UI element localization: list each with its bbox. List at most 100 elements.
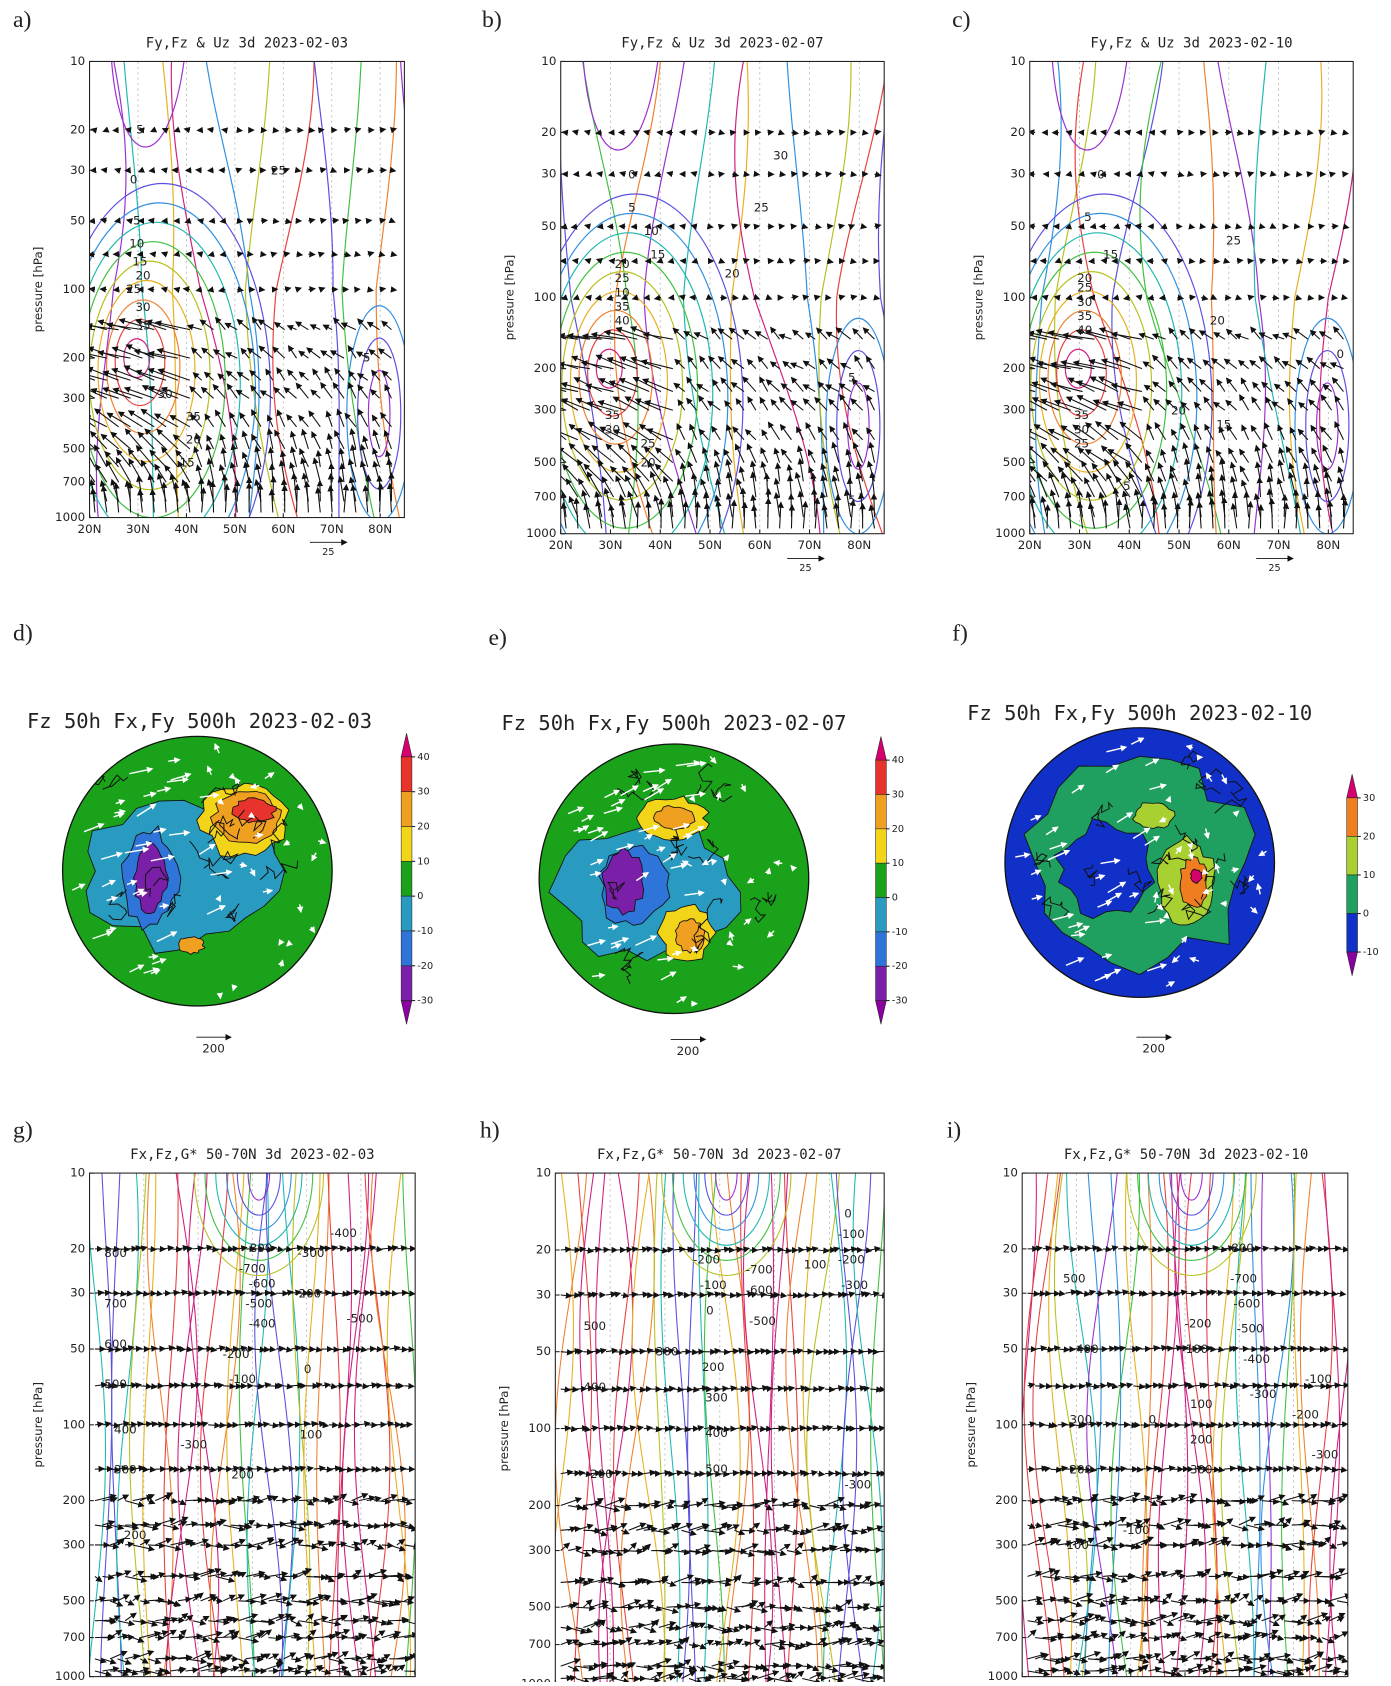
flux-arrow: [1147, 424, 1153, 439]
flux-arrow: [261, 254, 266, 255]
flux-arrow: [372, 415, 379, 426]
flux-arrow: [237, 289, 243, 290]
flux-arrow: [1226, 400, 1237, 410]
flux-arrow: [749, 1578, 760, 1582]
y-axis-label: pressure [hPa]: [964, 1382, 978, 1468]
flux-arrow: [1088, 1601, 1106, 1606]
y-tick-label: 20: [536, 1243, 551, 1257]
flux-arrow: [798, 446, 803, 462]
flux-arrow: [787, 1388, 794, 1389]
flux-arrow: [1337, 1543, 1348, 1545]
flux-arrow: [216, 1468, 223, 1469]
flux-arrow: [1111, 1247, 1118, 1249]
flux-arrow: [1125, 225, 1130, 226]
flux-arrow: [780, 1428, 787, 1429]
flux-arrow: [1201, 1600, 1208, 1601]
flux-arrow: [1035, 1617, 1042, 1621]
colorbar-label: 30: [417, 787, 429, 798]
flux-arrow: [213, 385, 225, 399]
x-tick-label: 20N: [1018, 538, 1042, 552]
flux-arrow: [602, 477, 613, 497]
flux-arrow: [174, 130, 177, 131]
panel-title: Fx,Fz,G* 50-70N 3d 2023-02-03: [130, 1147, 374, 1163]
flux-arrow: [870, 1627, 878, 1628]
flux-arrow: [289, 346, 297, 358]
flux-arrow: [1118, 1601, 1127, 1604]
flux-arrow: [1163, 1500, 1176, 1501]
contour-line: [1289, 61, 1321, 533]
flux-arrow: [1179, 1520, 1191, 1525]
flux-arrow: [253, 1293, 261, 1294]
flux-arrow: [878, 1666, 897, 1669]
y-tick-label: 700: [1003, 490, 1026, 504]
flux-arrow: [1213, 174, 1219, 175]
flux-arrow: [170, 1424, 178, 1425]
flux-arrow: [276, 1601, 292, 1605]
x-tick-label: 20N: [78, 522, 102, 536]
flux-arrow: [681, 1530, 695, 1534]
flux-arrow: [205, 372, 214, 380]
flux-arrow: [201, 1467, 210, 1469]
flux-arrow: [748, 397, 756, 410]
y-tick-label: 200: [63, 1493, 86, 1507]
colorbar-segment: [876, 966, 887, 1000]
flux-arrow: [1049, 430, 1071, 440]
panel-label: a): [13, 7, 31, 33]
y-axis-label: pressure [hPa]: [497, 1386, 511, 1472]
colorbar-label: -20: [417, 961, 433, 972]
flux-arrow: [743, 377, 756, 391]
y-tick-label: 200: [995, 1493, 1018, 1507]
flux-arrow: [1252, 397, 1261, 410]
flux-arrow: [356, 254, 360, 255]
flux-arrow: [712, 1350, 720, 1351]
flux-arrow: [1329, 1469, 1337, 1470]
reference-label: 25: [1268, 563, 1280, 574]
contour-label: 25: [271, 163, 286, 177]
flux-arrow: [1310, 330, 1319, 339]
flux-arrow: [359, 1655, 373, 1659]
flux-arrow: [787, 1551, 801, 1554]
flux-arrow: [697, 502, 698, 528]
contour-label: 500: [583, 1319, 606, 1333]
flux-arrow: [269, 1293, 276, 1294]
contour-label: -300: [1250, 1387, 1277, 1401]
flux-arrow: [704, 1293, 713, 1295]
flux-arrow: [336, 1652, 347, 1659]
flux-arrow: [780, 1544, 790, 1550]
contour-label: 20: [1210, 314, 1225, 328]
contour-label: -500: [1237, 1322, 1264, 1336]
flux-arrow: [368, 289, 373, 290]
flux-arrow: [762, 430, 768, 440]
flux-arrow: [1201, 298, 1207, 299]
flux-arrow: [1239, 361, 1249, 369]
flux-arrow: [1079, 174, 1083, 175]
flux-arrow: [1189, 297, 1195, 298]
flux-arrow: [839, 225, 844, 226]
flux-arrow: [1065, 1621, 1085, 1624]
flux-arrow: [1272, 227, 1275, 229]
flux-arrow: [1337, 1249, 1348, 1250]
flux-arrow: [1250, 361, 1261, 369]
flux-arrow: [863, 1576, 871, 1582]
flux-arrow: [732, 501, 734, 529]
flux-arrow: [102, 1576, 113, 1577]
flux-arrow: [1337, 1349, 1349, 1350]
flux-arrow: [261, 220, 267, 221]
contour-label: 35: [136, 318, 151, 332]
flux-arrow: [781, 384, 791, 392]
flux-arrow: [125, 1544, 133, 1545]
flux-arrow: [720, 261, 724, 263]
flux-arrow: [863, 1604, 870, 1607]
flux-arrow: [194, 447, 201, 467]
flux-arrow: [1136, 296, 1141, 297]
x-tick-label: 40N: [174, 522, 198, 536]
flux-arrow: [766, 380, 779, 392]
flux-arrow: [863, 298, 867, 299]
colorbar-segment: [401, 861, 412, 896]
flux-arrow: [704, 1678, 711, 1680]
contour-label: 0: [1149, 1412, 1157, 1426]
flux-arrow: [129, 411, 155, 427]
flux-arrow: [344, 1545, 360, 1550]
y-tick-label: 700: [63, 1630, 86, 1644]
flux-arrow: [1296, 133, 1300, 134]
